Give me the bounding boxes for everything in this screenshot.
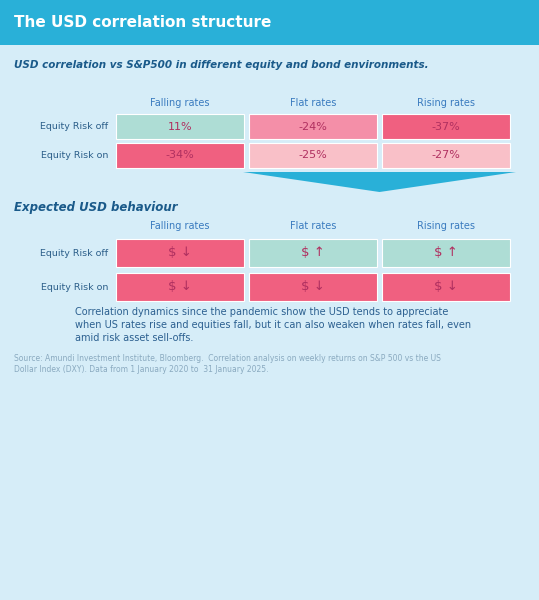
Text: $ ↓: $ ↓ <box>301 280 325 293</box>
Bar <box>249 143 377 168</box>
Bar <box>382 143 510 168</box>
Text: Flat rates: Flat rates <box>290 221 336 231</box>
Bar <box>116 114 244 139</box>
Text: $ ↓: $ ↓ <box>168 280 192 293</box>
Text: $ ↑: $ ↑ <box>301 247 325 259</box>
Text: amid risk asset sell-offs.: amid risk asset sell-offs. <box>75 333 194 343</box>
Bar <box>249 273 377 301</box>
Text: Equity Risk on: Equity Risk on <box>40 283 108 292</box>
Polygon shape <box>243 172 516 192</box>
Bar <box>382 239 510 267</box>
Text: -27%: -27% <box>432 151 460 160</box>
Bar <box>116 143 244 168</box>
Text: $ ↑: $ ↑ <box>434 247 458 259</box>
Text: Falling rates: Falling rates <box>150 221 210 231</box>
Text: -34%: -34% <box>165 151 195 160</box>
Bar <box>0 0 539 45</box>
Bar <box>382 114 510 139</box>
Text: Equity Risk on: Equity Risk on <box>40 151 108 160</box>
Text: Falling rates: Falling rates <box>150 98 210 108</box>
Bar <box>382 273 510 301</box>
Text: Rising rates: Rising rates <box>417 98 475 108</box>
Text: The USD correlation structure: The USD correlation structure <box>14 15 271 30</box>
Text: Equity Risk off: Equity Risk off <box>40 248 108 257</box>
Text: $ ↓: $ ↓ <box>434 280 458 293</box>
Text: 11%: 11% <box>168 121 192 131</box>
Text: $ ↓: $ ↓ <box>168 247 192 259</box>
Text: Equity Risk off: Equity Risk off <box>40 122 108 131</box>
Text: Flat rates: Flat rates <box>290 98 336 108</box>
Text: Expected USD behaviour: Expected USD behaviour <box>14 202 177 214</box>
Text: USD correlation vs S&P500 in different equity and bond environments.: USD correlation vs S&P500 in different e… <box>14 60 429 70</box>
Text: -25%: -25% <box>299 151 327 160</box>
Text: when US rates rise and equities fall, but it can also weaken when rates fall, ev: when US rates rise and equities fall, bu… <box>75 320 471 330</box>
Text: -24%: -24% <box>299 121 327 131</box>
Text: Rising rates: Rising rates <box>417 221 475 231</box>
Bar <box>116 239 244 267</box>
Bar <box>249 114 377 139</box>
Text: Source: Amundi Investment Institute, Bloomberg.  Correlation analysis on weekly : Source: Amundi Investment Institute, Blo… <box>14 354 441 363</box>
Text: Dollar Index (DXY). Data from 1 January 2020 to  31 January 2025.: Dollar Index (DXY). Data from 1 January … <box>14 365 268 374</box>
Text: Correlation dynamics since the pandemic show the USD tends to appreciate: Correlation dynamics since the pandemic … <box>75 307 448 317</box>
Bar <box>249 239 377 267</box>
Text: -37%: -37% <box>432 121 460 131</box>
Bar <box>116 273 244 301</box>
